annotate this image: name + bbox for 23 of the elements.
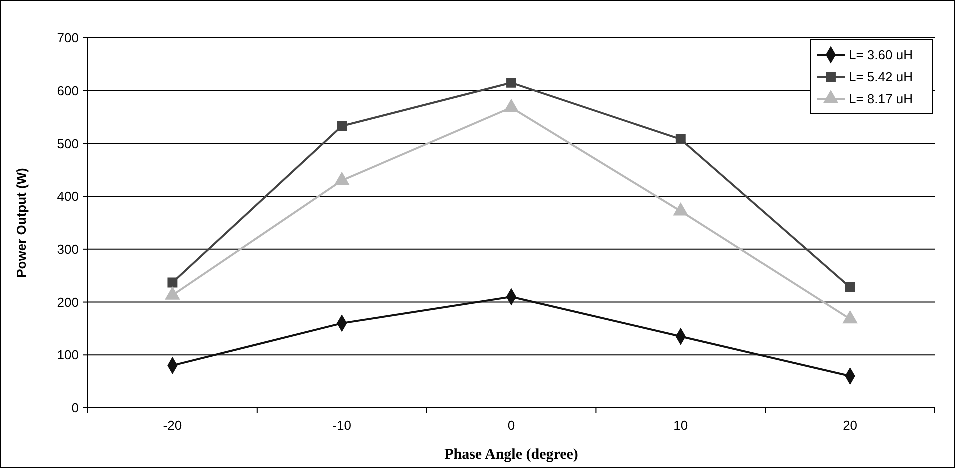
y-tick-label: 0 bbox=[72, 400, 79, 416]
point bbox=[845, 282, 856, 292]
y-tick-label: 700 bbox=[57, 30, 79, 46]
x-axis-title: Phase Angle (degree) bbox=[444, 447, 578, 463]
legend-label: L= 3.60 uH bbox=[849, 48, 913, 63]
y-tick-label: 300 bbox=[57, 242, 79, 257]
y-axis-title: Power Output (W) bbox=[14, 168, 29, 278]
x-tick-label: 0 bbox=[508, 418, 516, 433]
x-tick-label: 20 bbox=[843, 418, 858, 433]
y-tick-label: 500 bbox=[57, 136, 79, 152]
point bbox=[676, 134, 686, 144]
point bbox=[506, 78, 516, 88]
y-tick-label: 600 bbox=[57, 83, 79, 98]
x-tick-label: 10 bbox=[674, 418, 688, 433]
y-tick-label: 200 bbox=[57, 294, 79, 310]
x-tick-label: -10 bbox=[332, 418, 352, 433]
legend-label: L= 8.17 uH bbox=[849, 92, 913, 107]
point bbox=[337, 121, 348, 132]
y-tick-label: 100 bbox=[57, 348, 79, 363]
x-tick-label: -20 bbox=[163, 418, 182, 433]
point bbox=[168, 278, 178, 288]
legend-label: L= 5.42 uH bbox=[849, 70, 913, 85]
y-tick-label: 400 bbox=[57, 189, 79, 204]
